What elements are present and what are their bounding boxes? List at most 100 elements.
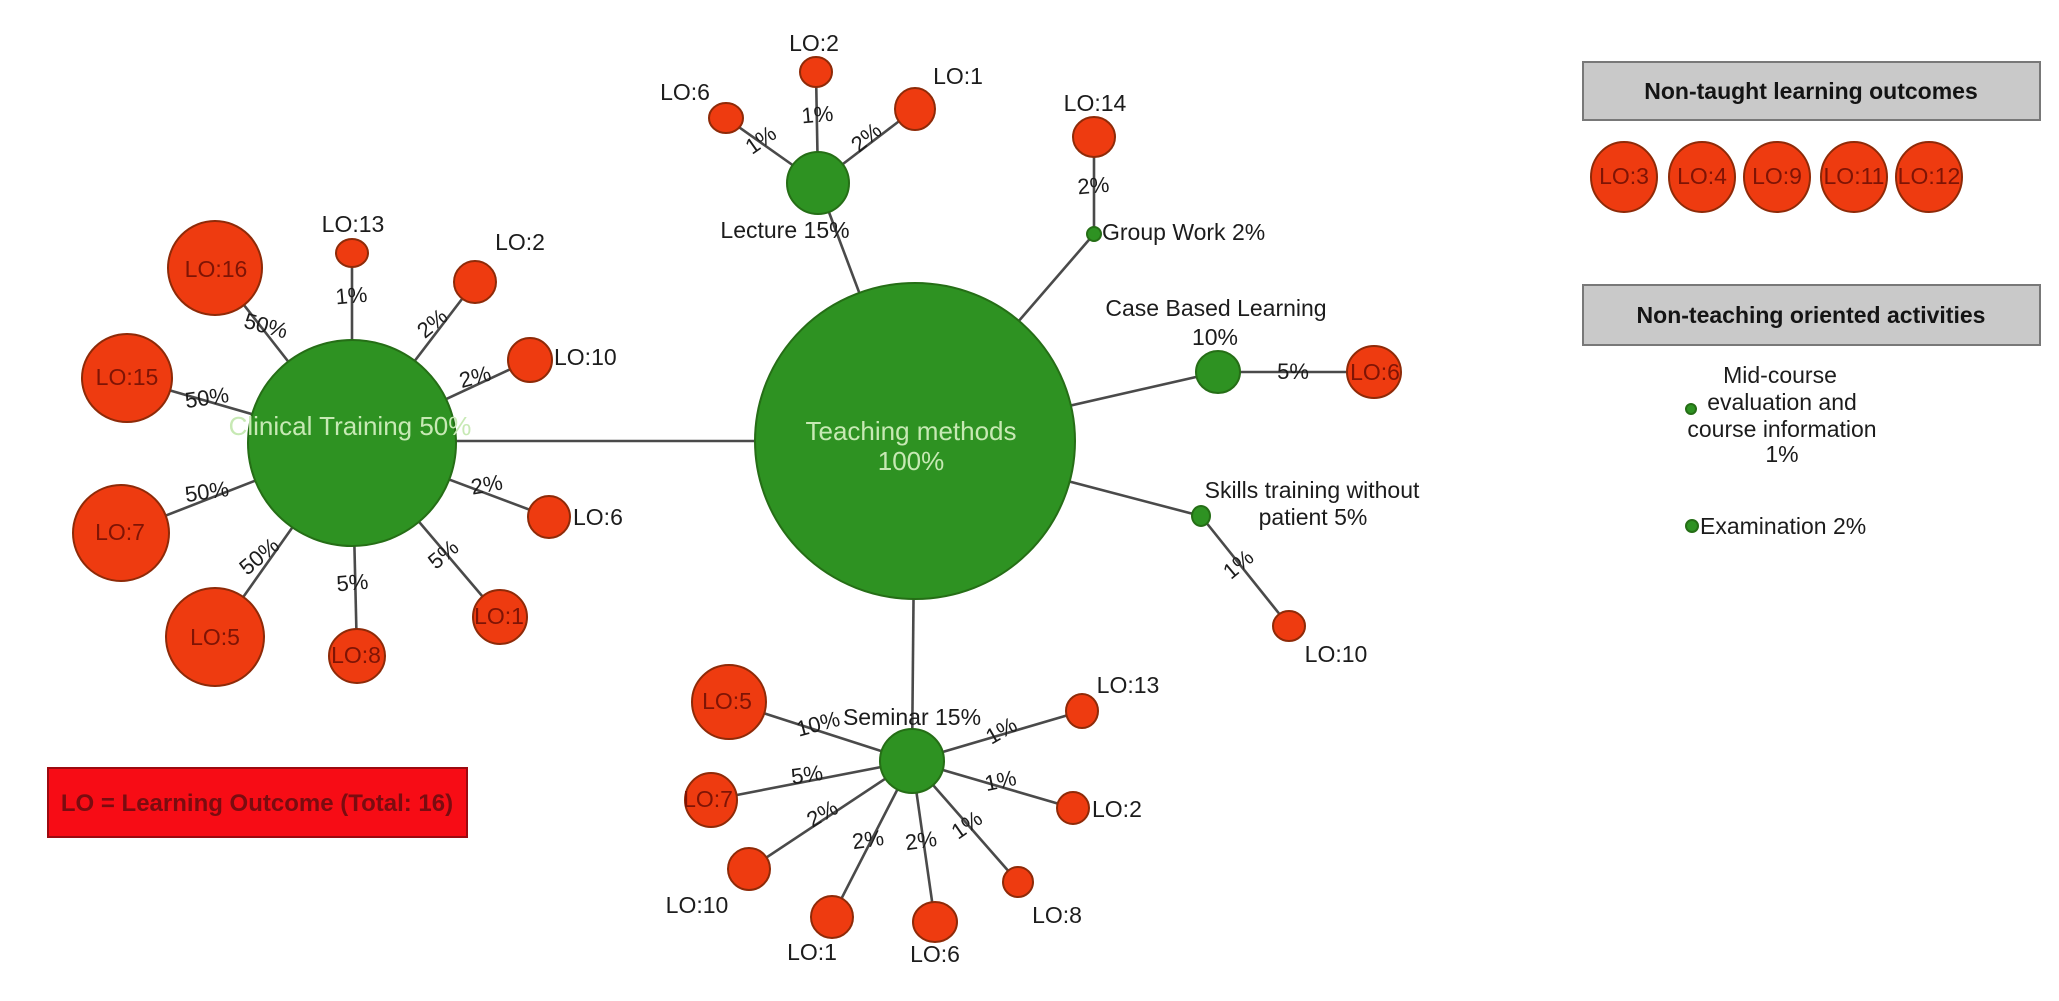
mid-course-line2: evaluation and [1707,389,1857,415]
mid-course-line4: 1% [1765,441,1798,467]
lecture-lo2-node [799,56,833,88]
pct-seminar-lo13: 1% [981,712,1021,750]
lecture-lo1-node [894,87,936,131]
pct-clinical-lo10: 2% [456,361,493,393]
seminar-lo10-node [727,847,771,891]
non-taught-header-label: Non-taught learning outcomes [1644,78,1978,104]
lo13-node [335,238,369,268]
edge-seminar-lo7 [710,759,913,802]
group-work-node [1086,226,1102,242]
lo2-label: LO:2 [495,229,545,255]
seminar-lo2-node [1056,791,1090,825]
pct-clinical-lo8: 5% [335,569,369,597]
lo12-node [1895,141,1963,213]
case-based-cluster: Case Based Learning 10% LO:6 5% [1105,295,1402,399]
clinical-training-cluster: Clinical Training 50% LO:16 LO:13 LO:2 L… [72,211,623,687]
seminar-node [879,728,945,794]
seminar-lo5-node [691,664,767,740]
seminar-lo1-label: LO:1 [787,939,837,965]
lecture-cluster: Lecture 15% LO:6 LO:2 LO:1 1% 1% 2% [660,30,983,243]
lo4-label: LO:4 [1677,163,1727,189]
seminar-lo8-label: LO:8 [1032,902,1082,928]
mid-course-line3: course information [1687,416,1876,442]
skills-training-node [1191,505,1211,527]
lo5-label: LO:5 [190,624,240,650]
lo4-node [1668,141,1736,213]
lo7-node [72,484,170,582]
clinical-training-node [247,339,457,547]
pct-clinical-lo13: 1% [334,282,368,310]
lo1-node [472,589,528,645]
lo11-label: LO:11 [1824,163,1885,189]
seminar-lo6-label: LO:6 [910,941,960,967]
case-based-node [1195,350,1241,394]
seminar-lo2-label: LO:2 [1092,796,1142,822]
lecture-lo1-label: LO:1 [933,63,983,89]
pct-seminar-lo1: 2% [850,825,885,854]
case-based-label-line2: 10% [1192,324,1238,350]
pct-clinical-lo7: 50% [183,476,230,507]
group-work-label: Group Work 2% [1102,219,1265,245]
legend-label: LO = Learning Outcome (Total: 16) [61,790,453,817]
teaching-methods-label-line2: 100% [878,446,945,476]
lo3-label: LO:3 [1599,163,1649,189]
lo15-node [81,333,173,423]
seminar-lo5-label: LO:5 [702,688,752,714]
pct-seminar-lo6: 2% [903,826,938,855]
lecture-label: Lecture 15% [720,217,849,243]
mid-course-dot [1685,403,1697,415]
non-teaching-header-label: Non-teaching oriented activities [1637,302,1986,328]
teaching-methods-cluster: Teaching methods 100% [754,282,1076,600]
pct-lecture-lo1: 2% [846,117,886,157]
mid-course-line1: Mid-course [1723,362,1837,388]
seminar-lo10-label: LO:10 [666,892,729,918]
seminar-lo1-node [810,895,854,939]
pct-groupwork-lo14: 2% [1076,172,1110,200]
case-based-label-line1: Case Based Learning [1105,295,1326,321]
group-work-cluster: Group Work 2% LO:14 2% [1064,90,1266,245]
lo12-label: LO:12 [1898,163,1961,189]
pct-seminar-lo7: 5% [789,760,824,789]
pct-seminar-lo10: 2% [802,795,842,833]
skills-lo10-label: LO:10 [1305,641,1368,667]
lecture-lo6-label: LO:6 [660,79,710,105]
legend-box [47,767,468,838]
non-teaching-header-box [1582,284,2041,346]
lo8-label: LO:8 [331,642,381,668]
examination-label: Examination 2% [1700,513,1866,539]
lecture-lo2-label: LO:2 [789,30,839,56]
examination-dot [1685,519,1699,533]
legend: LO = Learning Outcome (Total: 16) [47,767,468,838]
casebased-lo6-node [1346,345,1402,399]
clinical-training-label: Clinical Training 50% [229,411,472,441]
seminar-cluster: Seminar 15% LO:5 LO:7 LO:10 LO:1 LO:6 LO… [666,664,1160,967]
lo5-node [165,587,265,687]
lecture-lo6-node [708,102,744,134]
edge-skills-lo10 [1199,515,1291,627]
seminar-label: Seminar 15% [843,704,981,730]
lecture-node [786,151,850,215]
seminar-lo7-label: LO:7 [683,786,733,812]
groupwork-lo14-label: LO:14 [1064,90,1127,116]
right-panel: Non-taught learning outcomes LO:3 LO:4 L… [1582,61,2041,539]
teaching-methods-node [754,282,1076,600]
pct-clinical-lo16: 50% [241,308,290,344]
lo10-label: LO:10 [554,344,617,370]
lo16-node [167,220,263,316]
lo8-node [328,628,386,684]
lo3-node [1590,141,1658,213]
pct-casebased-lo6: 5% [1277,359,1309,384]
seminar-lo6-node [912,901,958,943]
seminar-lo13-label: LO:13 [1097,672,1160,698]
groupwork-lo14-node [1072,116,1116,158]
lo9-label: LO:9 [1752,163,1802,189]
lo16-label: LO:16 [185,256,248,282]
teaching-methods-label-line1: Teaching methods [805,416,1016,446]
skills-lo10-node [1272,610,1306,642]
seminar-lo13-node [1065,693,1099,729]
lo1-label: LO:1 [474,603,524,629]
casebased-lo6-label: LO:6 [1350,359,1400,385]
pct-lecture-lo2: 1% [800,101,834,129]
